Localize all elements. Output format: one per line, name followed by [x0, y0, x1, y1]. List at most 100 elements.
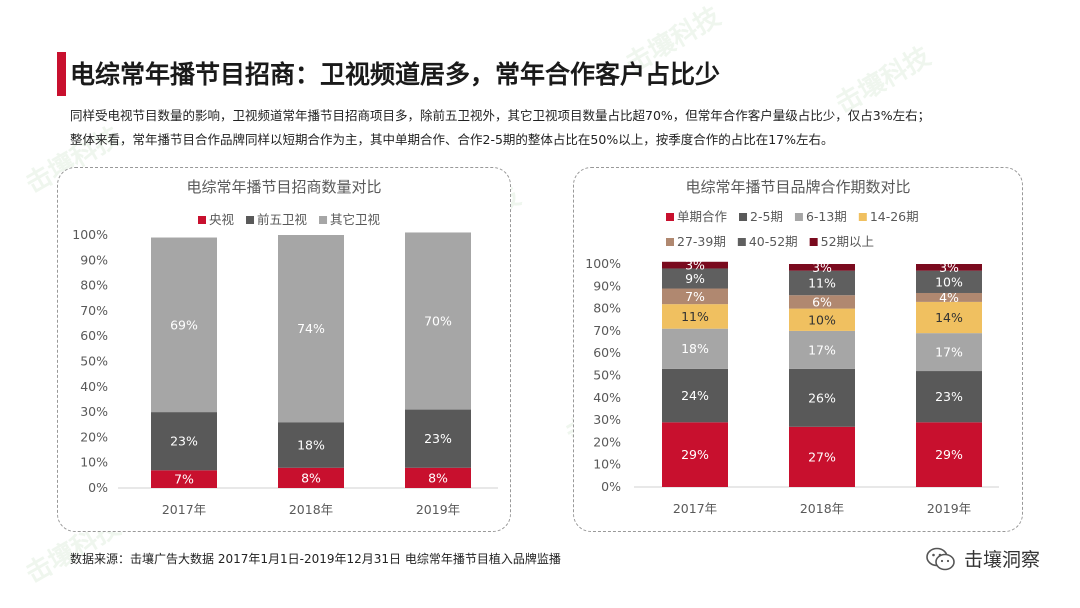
bar-segment [916, 292, 982, 302]
title-accent-bar [57, 52, 66, 96]
y-tick-label: 40% [593, 390, 621, 405]
description: 同样受电视节目数量的影响，卫视频道常年播节目招商项目多，除前五卫视外，其它卫视项… [70, 104, 1030, 152]
data-label: 23% [935, 389, 963, 404]
page-title: 电综常年播节目招商：卫视频道居多，常年合作客户占比少 [70, 60, 721, 89]
data-label: 9% [685, 271, 705, 286]
legend-label: 40-52期 [749, 234, 798, 249]
data-source: 数据来源：击壤广告大数据 2017年1月1日-2019年12月31日 电综常年播… [70, 552, 561, 566]
bar-segment [916, 371, 982, 423]
bar-segment [789, 308, 855, 331]
legend-swatch [246, 216, 255, 224]
x-tick-label: 2019年 [416, 502, 460, 517]
description-line-1: 同样受电视节目数量的影响，卫视频道常年播节目招商项目多，除前五卫视外，其它卫视项… [70, 108, 931, 123]
bar-segment [789, 330, 855, 369]
data-label: 11% [681, 309, 709, 324]
bar-segment [151, 237, 217, 413]
chart-panel-right: 电综常年播节目品牌合作期数对比单期合作 2-5期 6-13期 14-26期 27-39期… [573, 167, 1023, 532]
data-label: 6% [812, 294, 832, 309]
bar-segment [916, 333, 982, 372]
data-label: 10% [808, 312, 836, 327]
bar-segment [916, 264, 982, 271]
y-tick-label: 20% [80, 429, 108, 444]
y-tick-label: 90% [593, 278, 621, 293]
data-label: 4% [939, 290, 959, 305]
data-label: 29% [681, 447, 709, 462]
data-label: 17% [808, 342, 836, 357]
y-tick-label: 50% [80, 354, 108, 369]
data-label: 74% [297, 321, 325, 336]
bar-segment [405, 409, 471, 468]
data-label: 18% [681, 341, 709, 356]
legend-label: 前五卫视 [257, 212, 308, 227]
y-tick-label: 80% [80, 278, 108, 293]
y-tick-label: 10% [593, 457, 621, 472]
bar-segment [789, 264, 855, 271]
data-label: 3% [812, 260, 832, 275]
data-label: 7% [685, 289, 705, 304]
bar-segment [916, 270, 982, 293]
legend-swatch [666, 238, 674, 246]
legend-label: 27-39期 [677, 234, 726, 249]
bar-segment [405, 467, 471, 488]
y-tick-label: 60% [80, 328, 108, 343]
bar-segment [789, 426, 855, 487]
legend-swatch [794, 213, 803, 221]
y-tick-label: 80% [593, 301, 621, 316]
legend-swatch [319, 216, 328, 224]
legend-swatch [666, 213, 674, 221]
bar-segment [662, 422, 728, 487]
brand-name: 击壤洞察 [963, 549, 1040, 571]
legend-swatch [737, 238, 746, 246]
data-label: 23% [424, 431, 452, 446]
legend-label: 央视 [209, 212, 235, 227]
bar-segment [405, 232, 471, 410]
legend-label: 单期合作 [677, 209, 728, 224]
data-label: 24% [681, 388, 709, 403]
y-tick-label: 90% [80, 252, 108, 267]
wechat-icon [926, 547, 955, 570]
bar-segment [662, 261, 728, 269]
bar-segment [278, 235, 344, 423]
chart-title: 电综常年播节目品牌合作期数对比 [685, 178, 910, 196]
data-label: 14% [935, 310, 963, 325]
bar-segment [151, 412, 217, 471]
data-label: 7% [174, 472, 194, 487]
bar-segment [278, 467, 344, 488]
bar-segment [662, 268, 728, 289]
bar-segment [789, 368, 855, 427]
data-label: 27% [808, 449, 836, 464]
y-tick-label: 70% [80, 303, 108, 318]
bar-segment [662, 304, 728, 329]
x-tick-label: 2017年 [673, 501, 717, 516]
data-label: 26% [808, 390, 836, 405]
bar-segment [662, 288, 728, 305]
bar-segment [916, 422, 982, 487]
y-tick-label: 30% [593, 412, 621, 427]
legend-label: 2-5期 [750, 209, 783, 224]
data-label: 17% [935, 345, 963, 360]
data-label: 8% [428, 470, 448, 485]
bar-segment [662, 368, 728, 423]
y-tick-label: 50% [593, 368, 621, 383]
bar-segment [278, 422, 344, 468]
chart-title: 电综常年播节目招商数量对比 [186, 178, 381, 196]
y-tick-label: 30% [80, 404, 108, 419]
description-line-2: 整体来看，常年播节目合作品牌同样以短期合作为主，其中单期合作、合作2-5期的整体… [70, 132, 834, 147]
y-tick-label: 20% [593, 434, 621, 449]
legend-swatch [858, 213, 867, 221]
legend-label: 6-13期 [806, 209, 847, 224]
data-label: 10% [935, 274, 963, 289]
y-tick-label: 100% [72, 227, 108, 242]
data-label: 3% [939, 260, 959, 275]
legend-label: 14-26期 [870, 209, 919, 224]
bar-segment [789, 270, 855, 296]
y-tick-label: 0% [88, 480, 108, 495]
data-label: 8% [301, 470, 321, 485]
data-label: 70% [424, 314, 452, 329]
data-label: 69% [170, 317, 198, 332]
bar-segment [916, 301, 982, 334]
data-label: 3% [685, 258, 705, 273]
y-tick-label: 0% [601, 479, 621, 494]
